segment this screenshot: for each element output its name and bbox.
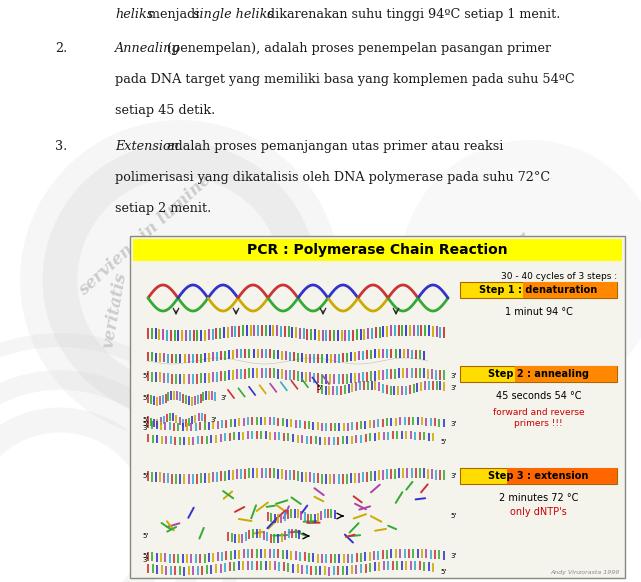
- Text: 5': 5': [142, 473, 148, 479]
- Text: Step 3 : extension: Step 3 : extension: [488, 471, 588, 481]
- Text: 3': 3': [450, 421, 456, 427]
- Text: pada DNA target yang memiliki basa yang komplemen pada suhu 54ºC: pada DNA target yang memiliki basa yang …: [115, 73, 574, 86]
- Text: 5': 5': [142, 373, 148, 379]
- Text: 3': 3': [142, 425, 148, 431]
- Text: 5': 5': [142, 421, 148, 427]
- Text: (penempelan), adalah proses penempelan pasangan primer: (penempelan), adalah proses penempelan p…: [163, 42, 551, 55]
- Text: dikarenakan suhu tinggi 94ºC setiap 1 menit.: dikarenakan suhu tinggi 94ºC setiap 1 me…: [263, 8, 560, 21]
- Text: PCR : Polymerase Chain Reaction: PCR : Polymerase Chain Reaction: [247, 243, 508, 257]
- Text: 45 seconds 54 °C: 45 seconds 54 °C: [495, 391, 581, 401]
- Text: menjadi: menjadi: [144, 8, 203, 21]
- Bar: [507, 468, 617, 484]
- Text: Step 1 : denaturation: Step 1 : denaturation: [479, 285, 597, 295]
- Text: 2.: 2.: [55, 42, 67, 55]
- Text: single heliks: single heliks: [193, 8, 274, 21]
- Text: Extension: Extension: [115, 140, 179, 153]
- Circle shape: [400, 140, 641, 400]
- Bar: [133, 239, 622, 261]
- Text: veritatis: veritatis: [100, 271, 130, 349]
- Text: 5': 5': [142, 417, 148, 423]
- Text: 1 minut 94 °C: 1 minut 94 °C: [504, 307, 572, 317]
- Bar: [460, 468, 617, 484]
- Text: 3': 3': [450, 553, 456, 559]
- Text: 2 minutes 72 °C: 2 minutes 72 °C: [499, 493, 578, 503]
- Bar: [523, 282, 617, 298]
- Text: 5': 5': [440, 439, 446, 445]
- Text: 5': 5': [316, 385, 322, 391]
- Text: 5': 5': [142, 553, 148, 559]
- Bar: [130, 236, 625, 578]
- Text: serviens in lumine: serviens in lumine: [76, 171, 215, 299]
- Text: setiap 2 menit.: setiap 2 menit.: [115, 202, 212, 215]
- Text: 3': 3': [450, 373, 456, 379]
- Text: forward and reverse
primers !!!: forward and reverse primers !!!: [493, 409, 585, 428]
- Text: 5': 5': [142, 533, 148, 539]
- Text: only dNTP's: only dNTP's: [510, 507, 567, 517]
- Text: heliks: heliks: [115, 8, 153, 21]
- Text: adalah proses pemanjangan utas primer atau reaksi: adalah proses pemanjangan utas primer at…: [163, 140, 503, 153]
- Text: 5': 5': [450, 513, 456, 519]
- Text: 3': 3': [220, 395, 226, 401]
- Text: setiap 45 detik.: setiap 45 detik.: [115, 104, 215, 117]
- Text: 3': 3': [210, 417, 217, 423]
- Text: Step 2 : annealing: Step 2 : annealing: [488, 369, 589, 379]
- Text: Andy Vinzorasta 1999: Andy Vinzorasta 1999: [551, 570, 620, 575]
- Text: polimerisasi yang dikatalisis oleh DNA polymerase pada suhu 72°C: polimerisasi yang dikatalisis oleh DNA p…: [115, 171, 550, 184]
- Circle shape: [20, 120, 340, 440]
- Text: 3': 3': [142, 557, 148, 563]
- Text: veritatis: veritatis: [511, 229, 569, 301]
- Text: 30 - 40 cycles of 3 steps :: 30 - 40 cycles of 3 steps :: [501, 272, 617, 281]
- Text: 5': 5': [440, 569, 446, 575]
- Text: 3': 3': [450, 385, 456, 391]
- Bar: [460, 282, 617, 298]
- Bar: [515, 366, 617, 382]
- Text: 3.: 3.: [55, 140, 67, 153]
- Text: Annealing: Annealing: [115, 42, 181, 55]
- Text: 5': 5': [142, 395, 148, 401]
- Bar: [460, 366, 617, 382]
- Text: 3': 3': [450, 473, 456, 479]
